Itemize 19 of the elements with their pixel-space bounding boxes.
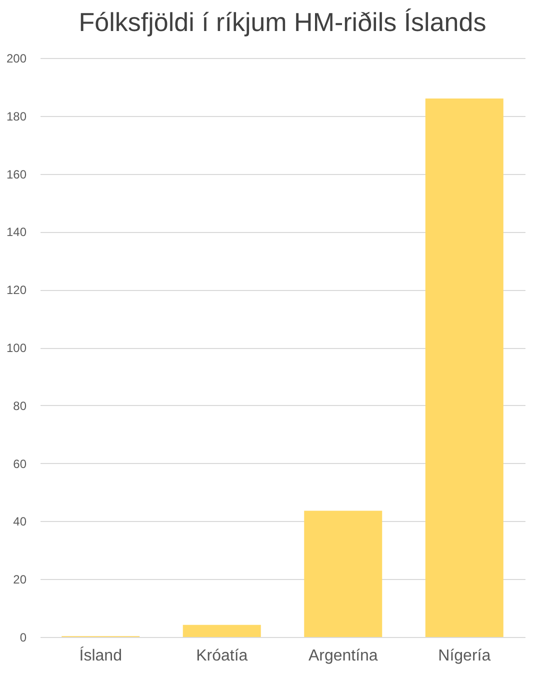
y-tick-label: 180 (6, 109, 27, 124)
chart-title: Fólksfjöldi í ríkjum HM-riðils Íslands (78, 7, 486, 37)
y-tick-label: 60 (13, 456, 27, 471)
x-tick-label: Nígería (438, 648, 491, 664)
y-tick-label: 100 (6, 341, 27, 355)
y-tick-label: 80 (13, 398, 27, 413)
y-tick-label: 0 (20, 630, 27, 644)
bar (304, 510, 382, 637)
bar (425, 98, 504, 637)
y-tick-label: 140 (6, 225, 27, 240)
bar (182, 624, 261, 637)
y-tick-label: 40 (13, 514, 27, 529)
x-tick-label: Ísland (79, 646, 122, 664)
x-tick-label: Króatía (196, 648, 248, 664)
y-tick-label: 120 (6, 283, 27, 298)
y-tick-label: 160 (6, 167, 27, 182)
y-tick-label: 200 (6, 52, 27, 66)
x-tick-label: Argentína (308, 648, 378, 664)
y-tick-label: 20 (13, 572, 27, 587)
